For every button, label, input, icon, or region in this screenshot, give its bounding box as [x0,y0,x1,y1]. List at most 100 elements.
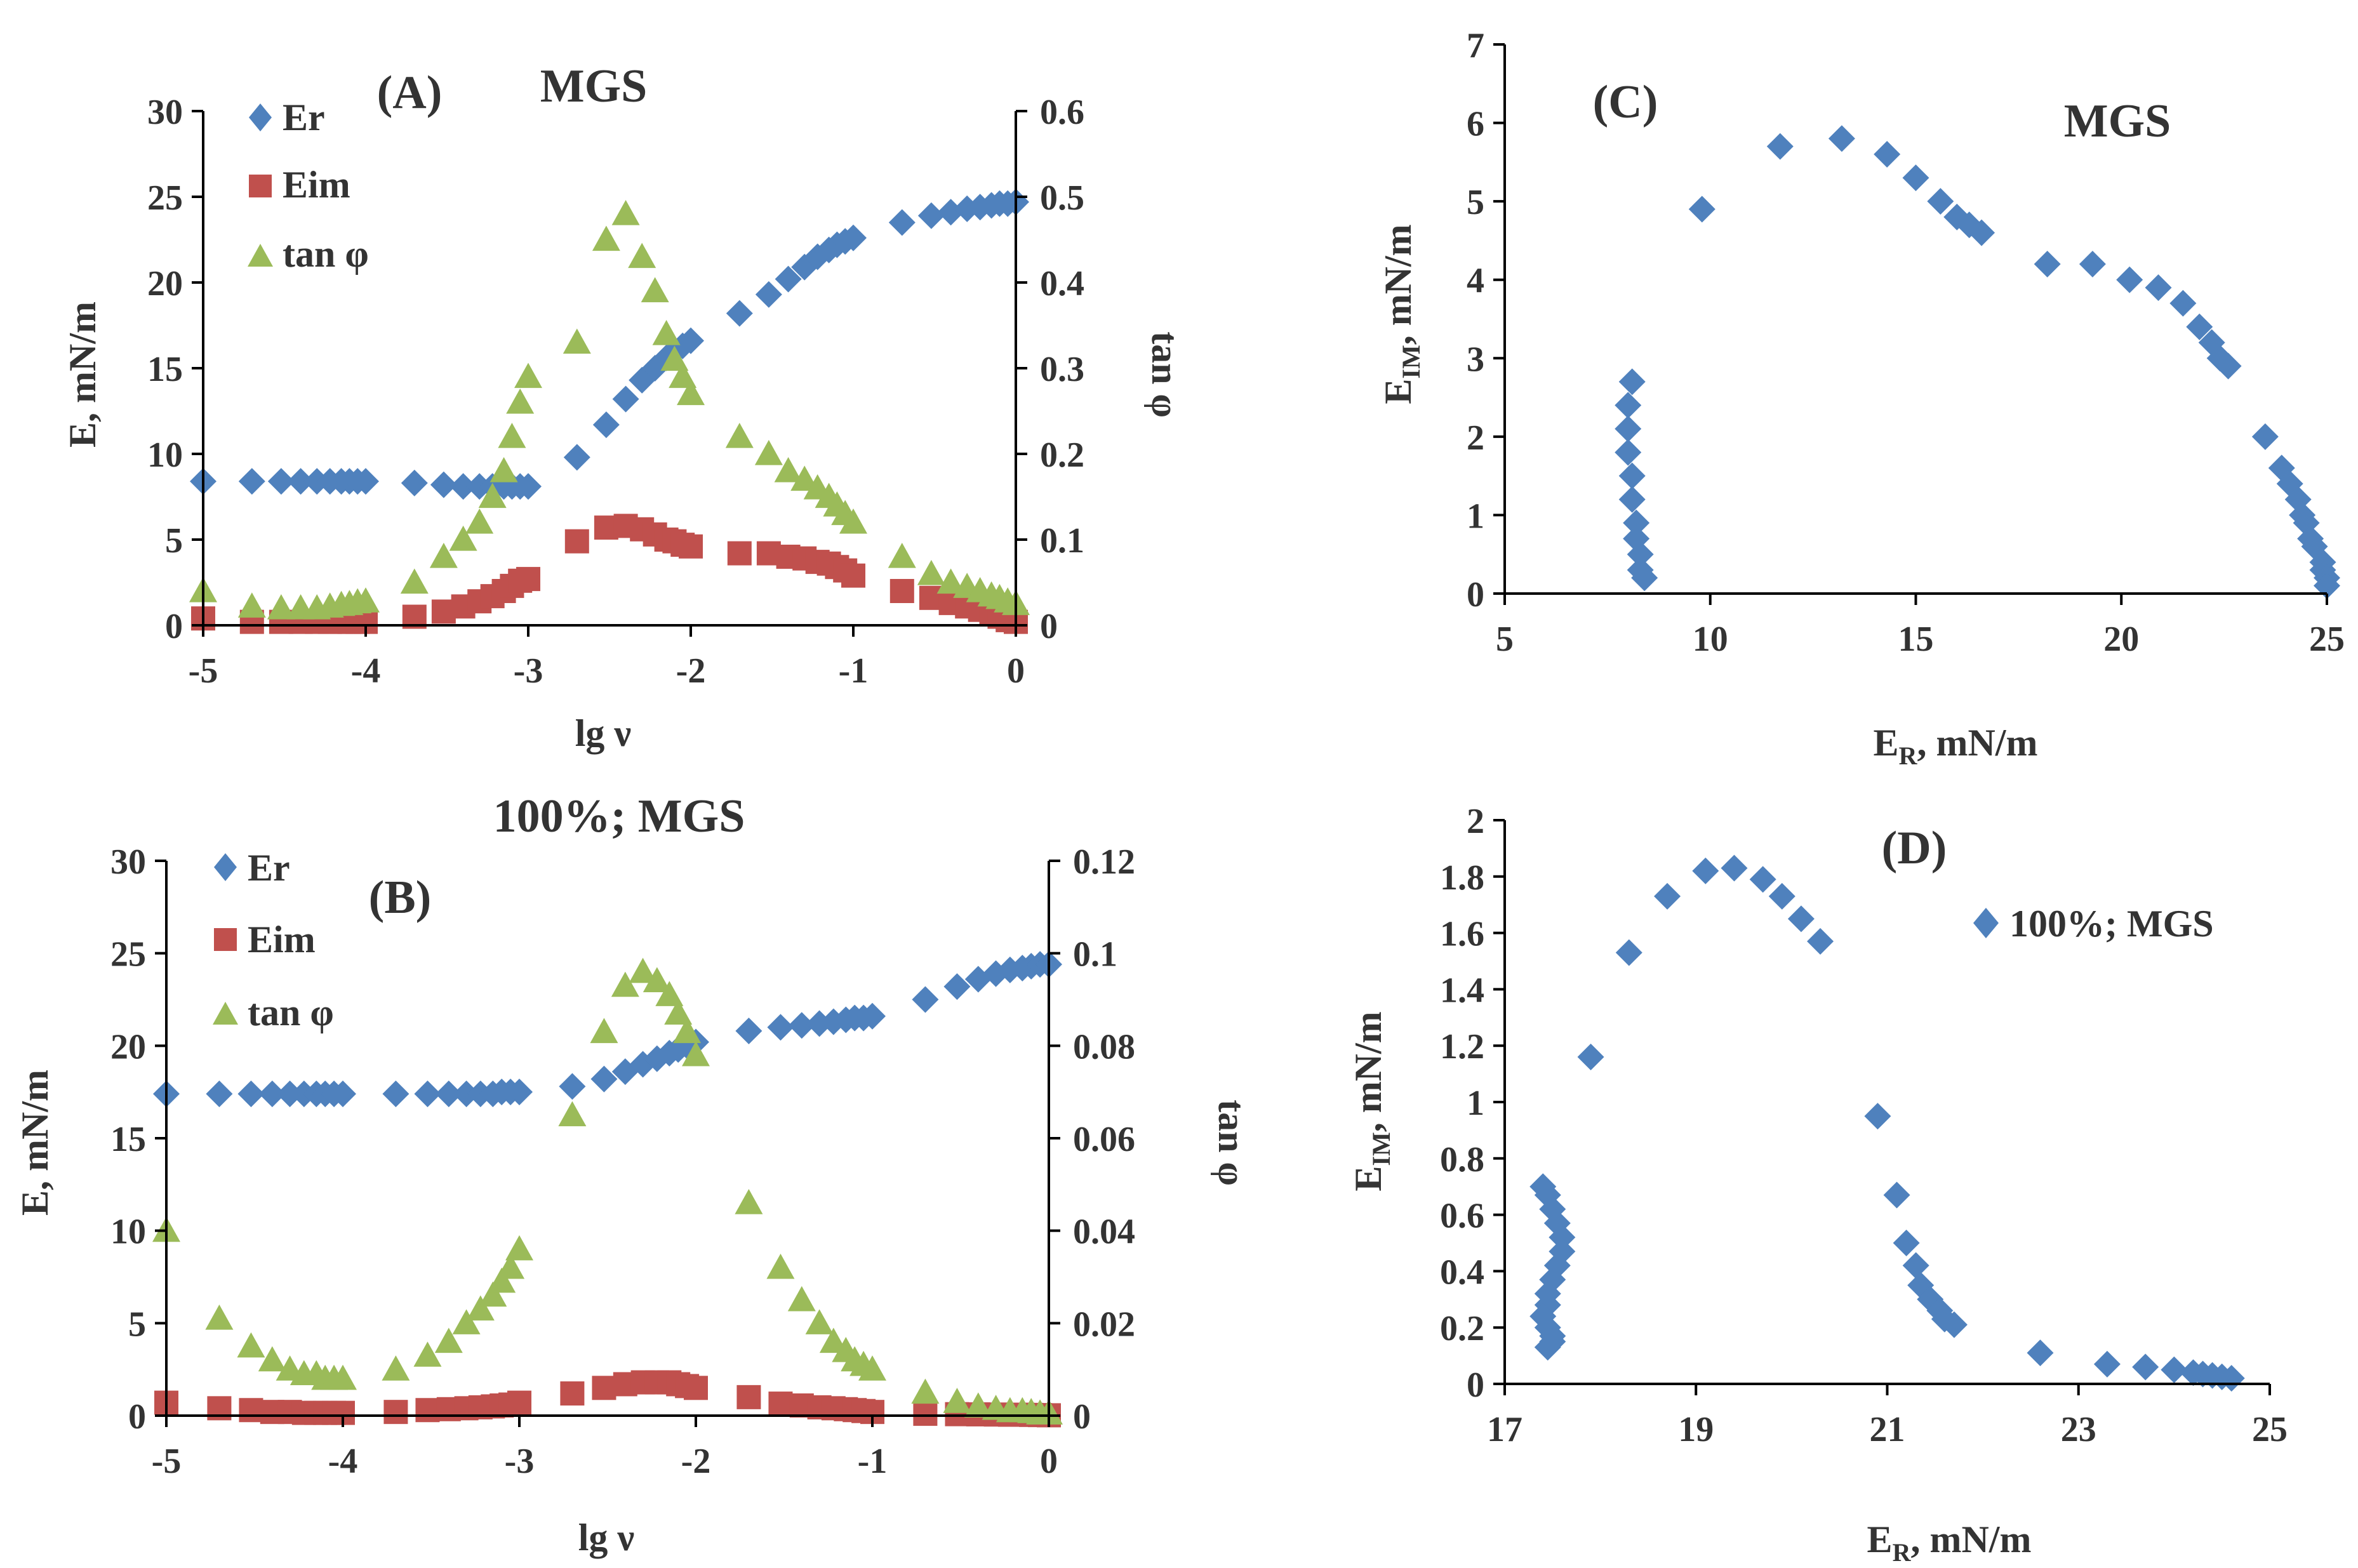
panel-c-er-point [1874,141,1901,168]
panel-d-er-point [1902,1252,1929,1279]
panel-c-x-tick-label: 25 [2309,620,2345,659]
panel-d-x-tick-label: 21 [1870,1410,1905,1449]
panel-a-tan-point [465,508,494,534]
panel-b-y2-tick-label: 0.04 [1073,1213,1135,1252]
panel-b-tan-point [735,1188,763,1214]
panel-d-y-tick-label: 0 [1467,1365,1484,1405]
panel-a-x-tick-label: -1 [839,651,869,691]
panel-c-xlabel: ER, mN/m [1874,722,2038,770]
panel-c-er-point [1618,486,1646,513]
panel-d-y-tick-label: 1.2 [1440,1027,1484,1066]
panel-d-xlabel: ER, mN/m [1867,1518,2032,1567]
panel-a-x-tick-label: -3 [514,651,543,691]
panel-a-tan-point [628,243,656,269]
panel-d-er-point [1883,1181,1910,1209]
panel-c-er-point [1615,415,1642,442]
panel-a: -5 -4 -3 -2 -1 005101520253000.10.20.30.40.50… [62,60,1186,754]
panel-b-y2-tick-label: 0.02 [1073,1305,1135,1344]
panel-c-er-point [1627,541,1654,568]
panel-a-er-point [775,265,802,293]
panel-d-er-point [1787,905,1815,933]
panel-b-er-point [237,1080,265,1108]
panel-d-y-tick-label: 0.4 [1440,1252,1484,1292]
panel-a-er-point [352,468,379,495]
panel-a-tan-point [478,482,507,508]
panel-a-y-tick-label: 30 [147,93,183,132]
panel-b-er-point [590,1065,618,1093]
panel-b-tan-point [787,1286,816,1312]
panel-b-tan-point [258,1346,286,1372]
panel-c-y-tick-label: 4 [1467,262,1484,301]
panel-b-ylabel: E, mN/m [14,1070,56,1216]
panel-d-er-point [2161,1356,2188,1383]
panel-a-er-point [401,469,428,496]
panel-b-tan-point [488,1267,516,1293]
panel-b-eim-point [383,1400,408,1425]
panel-c-y-tick-label: 1 [1467,496,1484,536]
panel-d-y-tick-label: 0.8 [1440,1140,1484,1179]
panel-b-x-tick-label: -1 [858,1442,888,1481]
panel-a-x-tick-label: -2 [676,651,706,691]
panel-a-y2-tick-label: 0.1 [1040,521,1084,561]
panel-b-label: (B) [369,872,432,924]
panel-d-label: (D) [1882,822,1947,874]
panel-a-y2-tick-label: 0.5 [1040,178,1084,218]
panel-a-tan-point [563,328,591,354]
panel-d-x-tick-label: 17 [1487,1410,1522,1449]
panel-d-er-point [1692,857,1719,884]
panel-a-er-point [287,468,314,495]
panel-a-y2-tick-label: 0.4 [1040,264,1084,303]
panel-b-er-point [767,1014,794,1041]
panel-b-legend: Er Eim tan φ [213,847,334,1033]
panel-c-label: (C) [1593,76,1658,128]
panel-c-y-tick-label: 7 [1467,26,1484,65]
panel-b-er-point [506,1079,533,1106]
panel-a-y2-tick-label: 0.3 [1040,350,1084,389]
panel-b-tan-point [611,971,639,997]
panel-a-tan-point [237,592,266,618]
panel-b-tan-point [590,1018,618,1044]
panel-b-y-tick-label: 5 [128,1305,146,1344]
panel-a-er-point [430,471,457,498]
panel-a-tan-point [677,380,705,406]
panel-b-y2-tick-label: 0 [1073,1397,1091,1437]
panel-a-y2-tick-label: 0.2 [1040,435,1084,475]
panel-d-plot-marks [1529,854,2245,1392]
panel-b-y2-tick-label: 0.08 [1073,1027,1135,1066]
panel-a-tan-point [267,594,295,620]
panel-c-er-point [2215,352,2242,380]
panel-c-y-tick-label: 5 [1467,183,1484,222]
panel-c-xlabel-sub: R [1899,741,1918,770]
panel-c-er-point [1688,196,1715,223]
panel-a-tan-point [400,568,429,594]
panel-a-eim-point [841,563,865,588]
panel-a-y2-tick-label: 0.6 [1040,93,1084,132]
panel-a-er-point [267,468,295,495]
panel-b-legend-tan-label: tan φ [248,992,334,1033]
panel-b-eim-point [239,1398,263,1423]
panel-a-eim-point [727,541,752,566]
panel-b-tan-point [819,1327,848,1353]
panel-b-y-tick-label: 0 [128,1397,146,1437]
panel-d-er-point [1864,1103,1891,1130]
panel-b-eim-point [592,1376,616,1400]
panel-a-er-point [592,411,620,439]
panel-b-xlabel: lg ν [578,1517,635,1558]
panel-a-y-tick-label: 25 [147,178,183,218]
panel-c-ylabel-tail: , mN/m [1377,224,1419,345]
panel-b-title: 100%; MGS [493,790,745,842]
panel-b-x-tick-label: -2 [681,1442,711,1481]
panel-c-x-tick-label: 5 [1496,620,1514,659]
panel-d-xlabel-sub: R [1893,1538,1912,1567]
panel-a-label: (A) [377,67,443,119]
panel-c-er-point [1927,188,1954,215]
panel-c-ylabel: EIM, mN/m [1377,224,1425,404]
panel-a-tan-point [641,277,669,303]
panel-d-er-point [1534,1334,1561,1361]
panel-b-tan-point [805,1309,834,1334]
panel-a-eim-point [564,529,589,554]
panel-c-axes: 5 10 15 20 25 0 1 2 3 4 5 6 7 [1467,26,2345,659]
panel-b-legend-eim-marker [214,928,237,951]
panel-a-axes: -5 -4 -3 -2 -1 005101520253000.10.20.30.40.50… [147,93,1084,691]
